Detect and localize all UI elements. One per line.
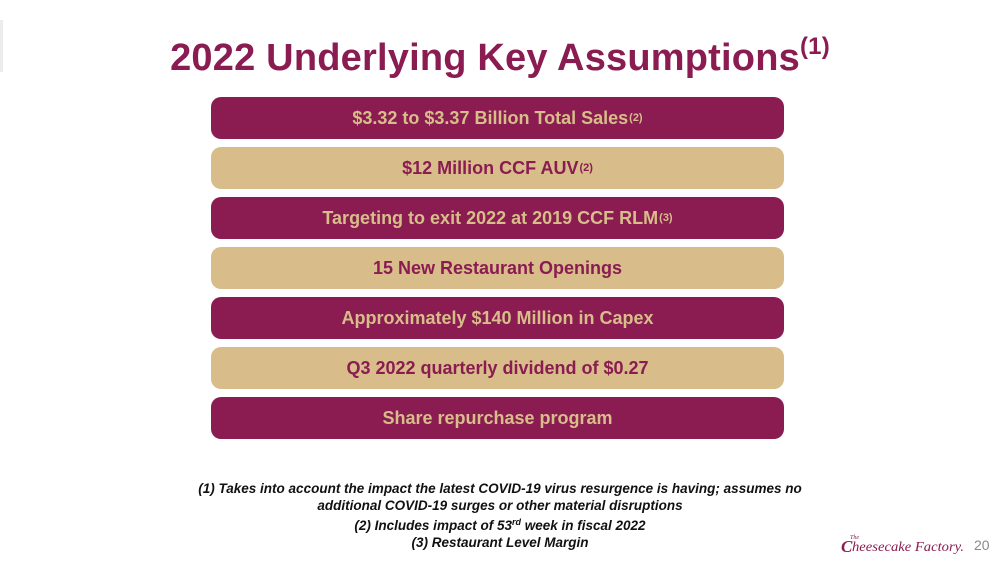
- slide-title: 2022 Underlying Key Assumptions(1): [0, 22, 1000, 83]
- footnote-2-text: (2) Includes impact of 53: [354, 518, 512, 533]
- assumption-text: Targeting to exit 2022 at 2019 CCF RLM: [322, 207, 659, 228]
- svg-text:C: C: [841, 537, 853, 556]
- footnote-2: (2) Includes impact of 53rd week in fisc…: [0, 514, 1000, 534]
- assumption-ccf-rlm: Targeting to exit 2022 at 2019 CCF RLM (3…: [211, 197, 784, 239]
- assumption-ccf-auv: $12 Million CCF AUV (2): [211, 147, 784, 189]
- assumption-text: Share repurchase program: [382, 407, 613, 428]
- assumption-footnote-ref: (2): [629, 112, 643, 124]
- slide-title-text: 2022 Underlying Key Assumptions: [170, 37, 800, 79]
- footnote-2-text-end: week in fiscal 2022: [520, 518, 646, 533]
- assumption-capex: Approximately $140 Million in Capex: [211, 297, 784, 339]
- assumption-new-openings: 15 New Restaurant Openings: [211, 247, 784, 289]
- assumption-total-sales: $3.32 to $3.37 Billion Total Sales (2): [211, 97, 784, 139]
- page-number: 20: [974, 537, 990, 553]
- slide-title-footnote-ref: (1): [799, 33, 830, 60]
- svg-text:The: The: [850, 535, 859, 541]
- assumption-text: $12 Million CCF AUV: [402, 157, 579, 178]
- footnote-1-line-1: (1) Takes into account the impact the la…: [198, 481, 802, 496]
- assumption-share-repurchase: Share repurchase program: [211, 397, 784, 439]
- assumption-footnote-ref: (2): [579, 162, 593, 174]
- footnotes: (1) Takes into account the impact the la…: [0, 480, 1000, 551]
- footnote-3: (3) Restaurant Level Margin: [411, 535, 589, 550]
- assumption-text: 15 New Restaurant Openings: [372, 257, 623, 278]
- assumption-text: Q3 2022 quarterly dividend of $0.27: [346, 357, 649, 378]
- assumption-dividend: Q3 2022 quarterly dividend of $0.27: [211, 347, 784, 389]
- assumption-text: $3.32 to $3.37 Billion Total Sales: [352, 107, 629, 128]
- cheesecake-factory-logo: The C heesecake Factory.: [841, 535, 964, 556]
- footnote-2-ordinal: rd: [511, 517, 521, 527]
- svg-text:heesecake Factory.: heesecake Factory.: [852, 540, 964, 555]
- footnote-1-line-2: additional COVID-19 surges or other mate…: [317, 498, 683, 513]
- assumption-footnote-ref: (3): [659, 212, 673, 224]
- assumption-text: Approximately $140 Million in Capex: [341, 307, 654, 328]
- slide-edge-mark: [0, 20, 3, 72]
